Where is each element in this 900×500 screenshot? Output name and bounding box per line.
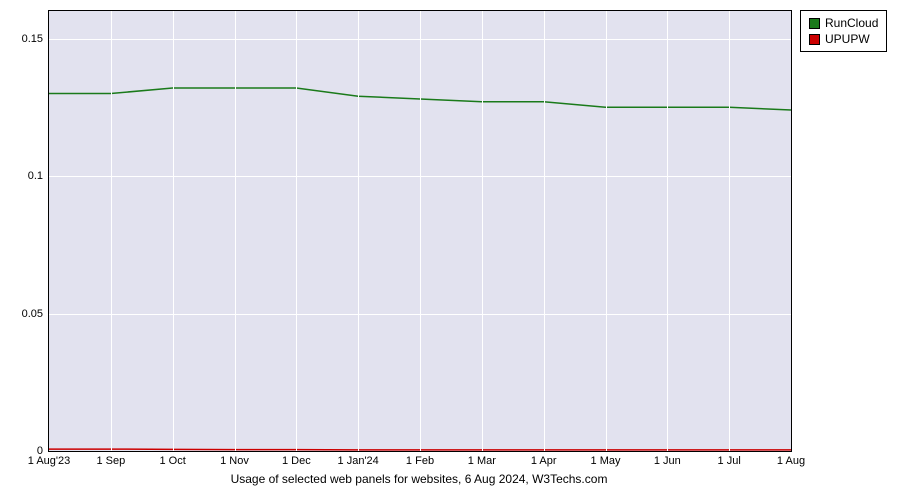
gridline-vertical (235, 11, 236, 451)
chart-caption: Usage of selected web panels for website… (48, 472, 790, 486)
x-axis-label: 1 Jan'24 (338, 455, 379, 467)
gridline-vertical (606, 11, 607, 451)
x-axis-label: 1 Oct (160, 455, 186, 467)
gridline-vertical (667, 11, 668, 451)
x-axis-label: 1 Mar (468, 455, 496, 467)
x-axis-label: 1 Apr (531, 455, 557, 467)
legend-swatch (809, 18, 820, 29)
x-axis-label: 1 Aug (777, 455, 805, 467)
legend-label: UPUPW (825, 31, 870, 47)
chart-container: 00.050.10.151 Aug'231 Sep1 Oct1 Nov1 Dec… (0, 0, 900, 500)
y-axis-label: 0.05 (22, 308, 43, 320)
gridline-vertical (296, 11, 297, 451)
plot-area: 00.050.10.151 Aug'231 Sep1 Oct1 Nov1 Dec… (48, 10, 792, 452)
legend-label: RunCloud (825, 15, 878, 31)
legend-item: UPUPW (809, 31, 878, 47)
gridline-vertical (544, 11, 545, 451)
gridline-vertical (358, 11, 359, 451)
legend-swatch (809, 34, 820, 45)
x-axis-label: 1 Jul (718, 455, 741, 467)
gridline-vertical (729, 11, 730, 451)
x-axis-label: 1 Nov (220, 455, 249, 467)
gridline-vertical (482, 11, 483, 451)
y-axis-label: 0.1 (28, 170, 43, 182)
x-axis-label: 1 Aug'23 (28, 455, 70, 467)
x-axis-label: 1 Sep (96, 455, 125, 467)
gridline-vertical (420, 11, 421, 451)
x-axis-label: 1 May (591, 455, 621, 467)
gridline-vertical (173, 11, 174, 451)
x-axis-label: 1 Feb (406, 455, 434, 467)
legend: RunCloudUPUPW (800, 10, 887, 52)
x-axis-label: 1 Dec (282, 455, 311, 467)
gridline-vertical (111, 11, 112, 451)
legend-item: RunCloud (809, 15, 878, 31)
y-axis-label: 0.15 (22, 33, 43, 45)
x-axis-label: 1 Jun (654, 455, 681, 467)
